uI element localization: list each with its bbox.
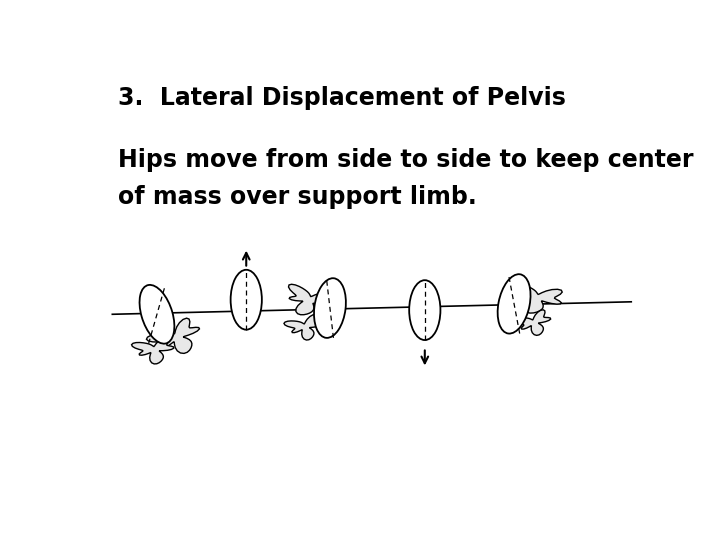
Polygon shape [132,337,174,364]
Ellipse shape [140,285,174,343]
Polygon shape [146,318,199,353]
Ellipse shape [230,270,262,329]
Ellipse shape [314,278,346,338]
Polygon shape [513,283,562,313]
Polygon shape [289,284,333,315]
Ellipse shape [409,280,441,340]
Text: of mass over support limb.: of mass over support limb. [118,185,477,210]
Ellipse shape [498,274,531,334]
Polygon shape [284,314,323,340]
Text: 3.  Lateral Displacement of Pelvis: 3. Lateral Displacement of Pelvis [118,85,566,110]
Text: Hips move from side to side to keep center: Hips move from side to side to keep cent… [118,148,693,172]
Polygon shape [513,310,551,335]
